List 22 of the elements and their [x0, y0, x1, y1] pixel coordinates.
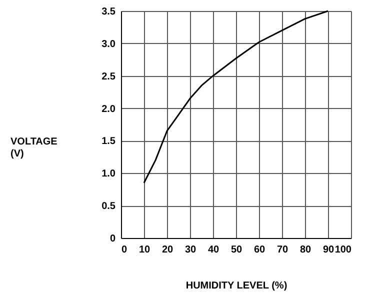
y-tick-label: 0.5	[102, 201, 116, 212]
x-axis-title: HUMIDITY LEVEL (%)	[186, 280, 288, 292]
x-tick-label: 60	[254, 244, 266, 256]
x-tick-label: 90	[322, 244, 334, 256]
x-tick-label: 20	[162, 244, 174, 256]
x-tick-label: 50	[230, 244, 242, 256]
y-tick-label: 1.5	[102, 136, 116, 148]
x-tick-label: 70	[276, 244, 288, 256]
y-tick-label: 1.0	[102, 168, 116, 180]
x-tick-label: 80	[300, 244, 312, 256]
x-tick-label: 40	[208, 244, 220, 256]
y-axis-title: VOLTAGE (V)	[10, 136, 58, 160]
x-tick-label: 10	[138, 244, 150, 256]
x-tick-label: 0	[122, 244, 128, 256]
y-tick-label: 3.5	[102, 6, 116, 18]
line-series	[143, 10, 329, 184]
x-tick-label: 100	[334, 244, 352, 256]
y-tick-label: 3.0	[102, 38, 116, 50]
y-tick-label: 0	[110, 234, 116, 244]
y-tick-label: 2.5	[102, 71, 116, 82]
y-tick-label: 2.0	[102, 104, 116, 115]
x-tick-label: 30	[184, 244, 196, 256]
